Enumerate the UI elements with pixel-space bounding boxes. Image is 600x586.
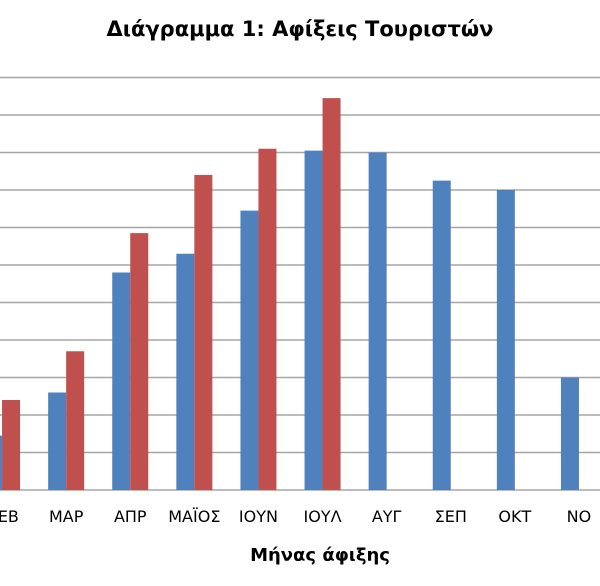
bar-series-2 [194, 175, 213, 490]
bars [0, 98, 579, 490]
bar-series-1 [496, 190, 515, 490]
bar-series-2 [66, 351, 85, 490]
bar-series-2 [258, 148, 277, 490]
bar-series-2 [130, 233, 149, 490]
bar-series-1 [0, 435, 3, 490]
chart-title: Διάγραμμα 1: Αφίξεις Τουριστών [106, 17, 494, 41]
x-tick-label: ΟΚΤ [498, 507, 531, 526]
x-tick-label: ΙΟΥΛ [304, 507, 342, 526]
bar-series-2 [322, 98, 341, 490]
x-tick-label: ΑΠΡ [114, 507, 147, 526]
x-tick-labels: ΦΕΒ ΜΑΡ ΑΠΡ ΜΑΪΟΣ ΙΟΥΝ ΙΟΥΛ ΑΥΓ ΣΕΠ ΟΚΤ ΝΟ [0, 507, 591, 526]
bar-series-1 [432, 180, 451, 490]
bar-series-1 [560, 377, 579, 490]
x-axis-title: Μήνας άφιξης [250, 545, 390, 566]
bar-series-1 [304, 150, 323, 490]
x-tick-label: ΣΕΠ [435, 507, 467, 526]
bar-series-2 [2, 400, 21, 490]
x-tick-label: ΙΟΥΝ [239, 507, 278, 526]
gridlines [0, 76, 600, 491]
bar-series-1 [368, 152, 387, 490]
x-tick-label: ΜΑΡ [49, 507, 84, 526]
x-tick-label: ΝΟ [567, 507, 592, 526]
bar-series-1 [48, 392, 67, 490]
bar-series-1 [240, 210, 259, 490]
x-tick-label: ΜΑΪΟΣ [168, 507, 220, 526]
x-tick-label: ΑΥΓ [372, 507, 402, 526]
bar-series-1 [112, 272, 131, 490]
bar-series-1 [176, 253, 195, 490]
x-tick-label: ΦΕΒ [0, 507, 19, 526]
